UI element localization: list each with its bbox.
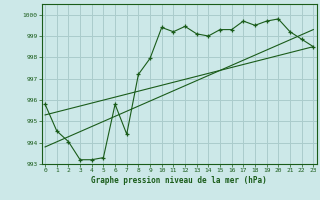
X-axis label: Graphe pression niveau de la mer (hPa): Graphe pression niveau de la mer (hPa) [91, 176, 267, 185]
